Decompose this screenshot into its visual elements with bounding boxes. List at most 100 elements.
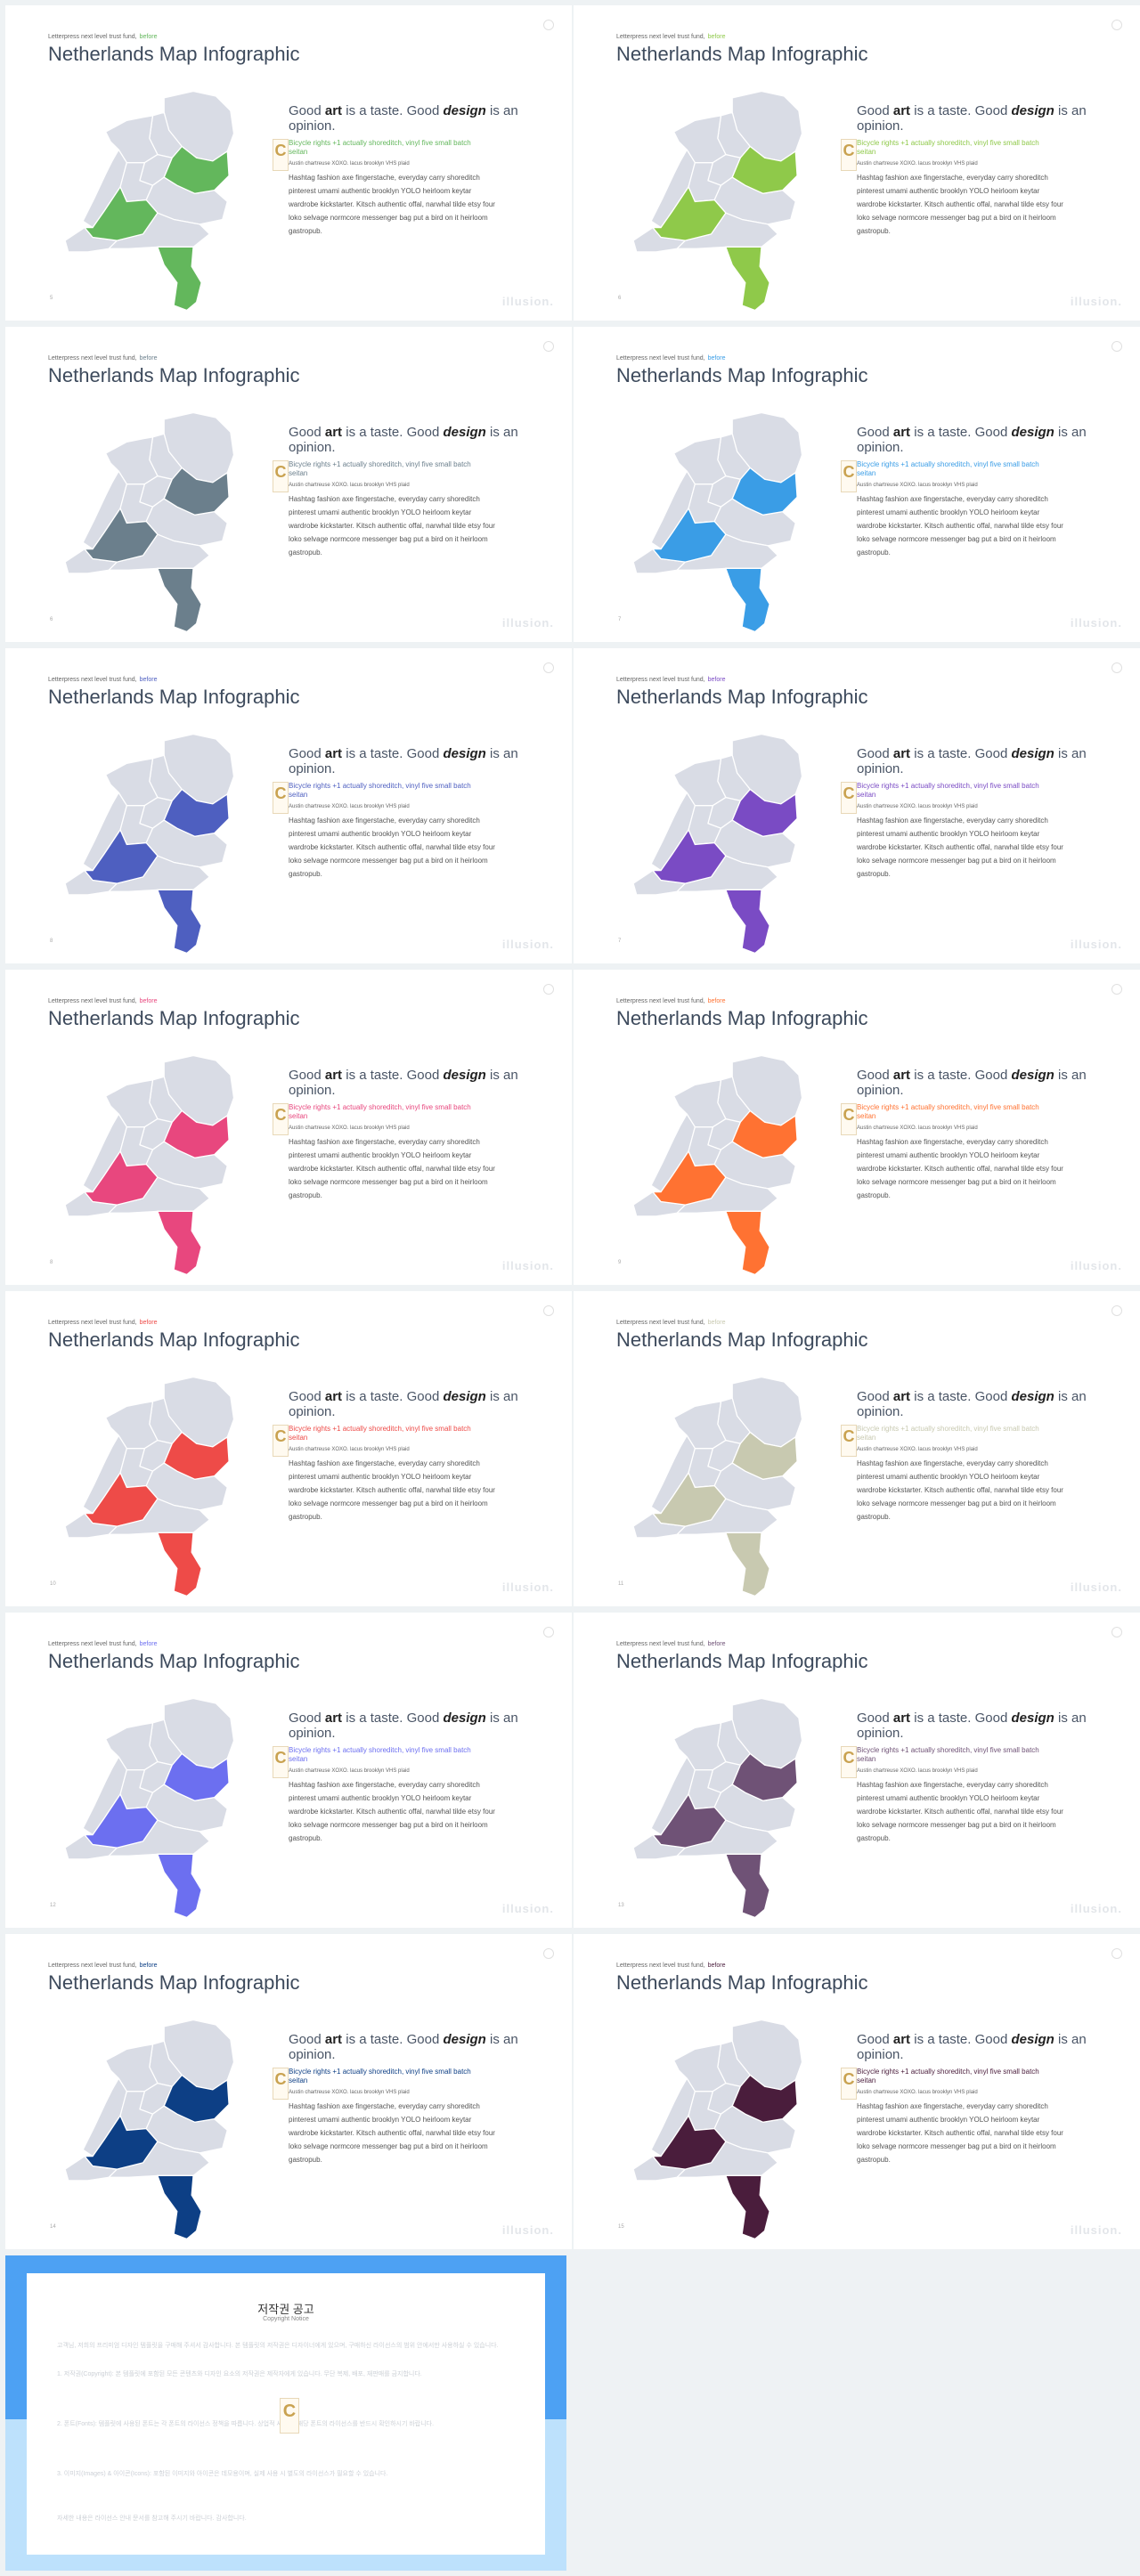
- highlighted-province: [651, 1150, 727, 1206]
- tagline-accent: before: [139, 1320, 158, 1326]
- body-text: Hashtag fashion axe fingerstache, everyd…: [857, 1781, 1063, 1842]
- subtitle-line: seitan: [857, 791, 876, 799]
- copyright-paragraph: 3. 이미지(Images) & 아이콘(Icons): 포함된 이미지와 아이…: [57, 2471, 388, 2477]
- heading-text: is a taste. Good: [342, 1389, 444, 1404]
- tagline-text: Letterpress next level trust fund,: [616, 355, 705, 362]
- heading-art: art: [892, 746, 911, 761]
- subtitle-line: seitan: [857, 1755, 876, 1763]
- highlighted-province: [725, 1853, 770, 1919]
- slide-title: Netherlands Map Infographic: [48, 364, 300, 386]
- map-slide: Letterpress next level trust fund, before…: [5, 1613, 572, 1928]
- body-text: Hashtag fashion axe fingerstache, everyd…: [289, 1138, 495, 1199]
- heading-text: is an opinion.: [289, 425, 518, 455]
- watermark-logo: C: [280, 2398, 299, 2434]
- watermark-logo: C: [841, 2068, 857, 2100]
- heading-text: is a taste. Good: [342, 1068, 444, 1083]
- netherlands-map: [64, 1376, 235, 1597]
- heading-art: art: [324, 746, 343, 761]
- heading-text: is a taste. Good: [342, 425, 444, 440]
- watermark-logo: C: [273, 460, 289, 492]
- small-caption: Austin chartreuse XOXO. lacus brooklyn V…: [289, 1125, 410, 1131]
- tagline-text: Letterpress next level trust fund,: [48, 1962, 137, 1969]
- heading-text: is an opinion.: [857, 746, 1087, 776]
- slide-subtitle: Bicycle rights +1 actually shoreditch, v…: [289, 1425, 502, 1442]
- highlighted-province: [157, 889, 202, 955]
- slide-subtitle: Bicycle rights +1 actually shoreditch, v…: [857, 1103, 1071, 1121]
- slide-heading: Good art is a taste. Good design is an o…: [857, 1068, 1088, 1098]
- heading-text: Good: [289, 103, 325, 118]
- heading-art: art: [324, 1711, 343, 1726]
- heading-text: is an opinion.: [289, 1068, 518, 1098]
- body-text: Hashtag fashion axe fingerstache, everyd…: [289, 2102, 495, 2164]
- logo-icon: [1112, 341, 1122, 352]
- subtitle-line: seitan: [289, 1112, 308, 1120]
- netherlands-map: [632, 1376, 803, 1597]
- heading-text: is an opinion.: [857, 2032, 1087, 2062]
- netherlands-map: [632, 90, 803, 312]
- heading-text: is a taste. Good: [910, 1711, 1012, 1726]
- subtitle-line: Bicycle rights +1 actually shoreditch, v…: [289, 460, 471, 468]
- page-number: 5: [50, 296, 53, 301]
- slide-title: Netherlands Map Infographic: [48, 43, 300, 65]
- brand-logo: illusion.: [1070, 1259, 1122, 1272]
- heading-text: Good: [857, 1068, 893, 1083]
- highlighted-province: [163, 145, 230, 194]
- small-caption: Austin chartreuse XOXO. lacus brooklyn V…: [857, 1768, 978, 1774]
- page-number: 12: [50, 1903, 56, 1908]
- netherlands-map: [632, 411, 803, 633]
- watermark-logo: C: [273, 782, 289, 814]
- watermark-letter: C: [282, 2401, 297, 2421]
- highlighted-province: [725, 1532, 770, 1597]
- map-slide: Letterpress next level trust fund, before…: [5, 970, 572, 1285]
- brand-logo: illusion.: [1070, 1581, 1122, 1594]
- tagline-text: Letterpress next level trust fund,: [48, 355, 137, 362]
- heading-text: Good: [857, 103, 893, 118]
- slide-subtitle: Bicycle rights +1 actually shoreditch, v…: [289, 139, 502, 157]
- subtitle-line: seitan: [289, 2076, 308, 2084]
- heading-text: is an opinion.: [289, 2032, 518, 2062]
- slide-heading: Good art is a taste. Good design is an o…: [857, 103, 1088, 134]
- subtitle-line: Bicycle rights +1 actually shoreditch, v…: [289, 139, 471, 147]
- heading-text: Good: [289, 1711, 325, 1726]
- heading-art: art: [324, 1389, 343, 1404]
- province-shape: [673, 1079, 727, 1128]
- body-text: Hashtag fashion axe fingerstache, everyd…: [857, 817, 1063, 878]
- tagline-text: Letterpress next level trust fund,: [616, 998, 705, 1004]
- tagline-text: Letterpress next level trust fund,: [48, 34, 137, 40]
- watermark-letter: C: [843, 463, 855, 481]
- copyright-notice: 저작권 공고 Copyright Notice 고객님, 저희의 프리미엄 디자…: [5, 2255, 566, 2571]
- heading-text: Good: [289, 1068, 325, 1083]
- page-number: 15: [618, 2224, 624, 2230]
- heading-art: art: [892, 1068, 911, 1083]
- tagline-text: Letterpress next level trust fund,: [48, 677, 137, 683]
- heading-text: Good: [857, 746, 893, 761]
- slide-title: Netherlands Map Infographic: [48, 1007, 300, 1029]
- logo-icon: [1112, 984, 1122, 995]
- brand-logo: illusion.: [501, 295, 554, 308]
- heading-text: is an opinion.: [289, 103, 518, 134]
- small-caption: Austin chartreuse XOXO. lacus brooklyn V…: [857, 1447, 978, 1452]
- brand-logo: illusion.: [1070, 295, 1122, 308]
- map-slide: Letterpress next level trust fund, before…: [574, 648, 1140, 963]
- slide-title: Netherlands Map Infographic: [616, 1971, 868, 1994]
- page-number: 6: [618, 296, 622, 301]
- copyright-subtitle: Copyright Notice: [263, 2316, 309, 2322]
- province-shape: [105, 1079, 159, 1128]
- netherlands-map: [632, 733, 803, 955]
- tagline: Letterpress next level trust fund, before: [48, 998, 157, 1004]
- logo-icon: [543, 662, 554, 673]
- heading-text: is an opinion.: [289, 1389, 518, 1419]
- slide-subtitle: Bicycle rights +1 actually shoreditch, v…: [857, 782, 1071, 800]
- highlighted-province: [83, 507, 159, 563]
- map-slide: Letterpress next level trust fund, before…: [574, 1291, 1140, 1606]
- map-slide: Letterpress next level trust fund, before…: [5, 327, 572, 642]
- heading-design: design: [443, 1711, 486, 1726]
- slide-heading: Good art is a taste. Good design is an o…: [289, 1711, 520, 1741]
- tagline-accent: before: [707, 677, 726, 683]
- highlighted-province: [651, 2114, 727, 2170]
- subtitle-line: Bicycle rights +1 actually shoreditch, v…: [289, 782, 471, 790]
- highlighted-province: [731, 1109, 798, 1158]
- tagline: Letterpress next level trust fund, before: [48, 1641, 157, 1647]
- small-caption: Austin chartreuse XOXO. lacus brooklyn V…: [857, 161, 978, 167]
- brand-logo: illusion.: [1070, 2223, 1122, 2237]
